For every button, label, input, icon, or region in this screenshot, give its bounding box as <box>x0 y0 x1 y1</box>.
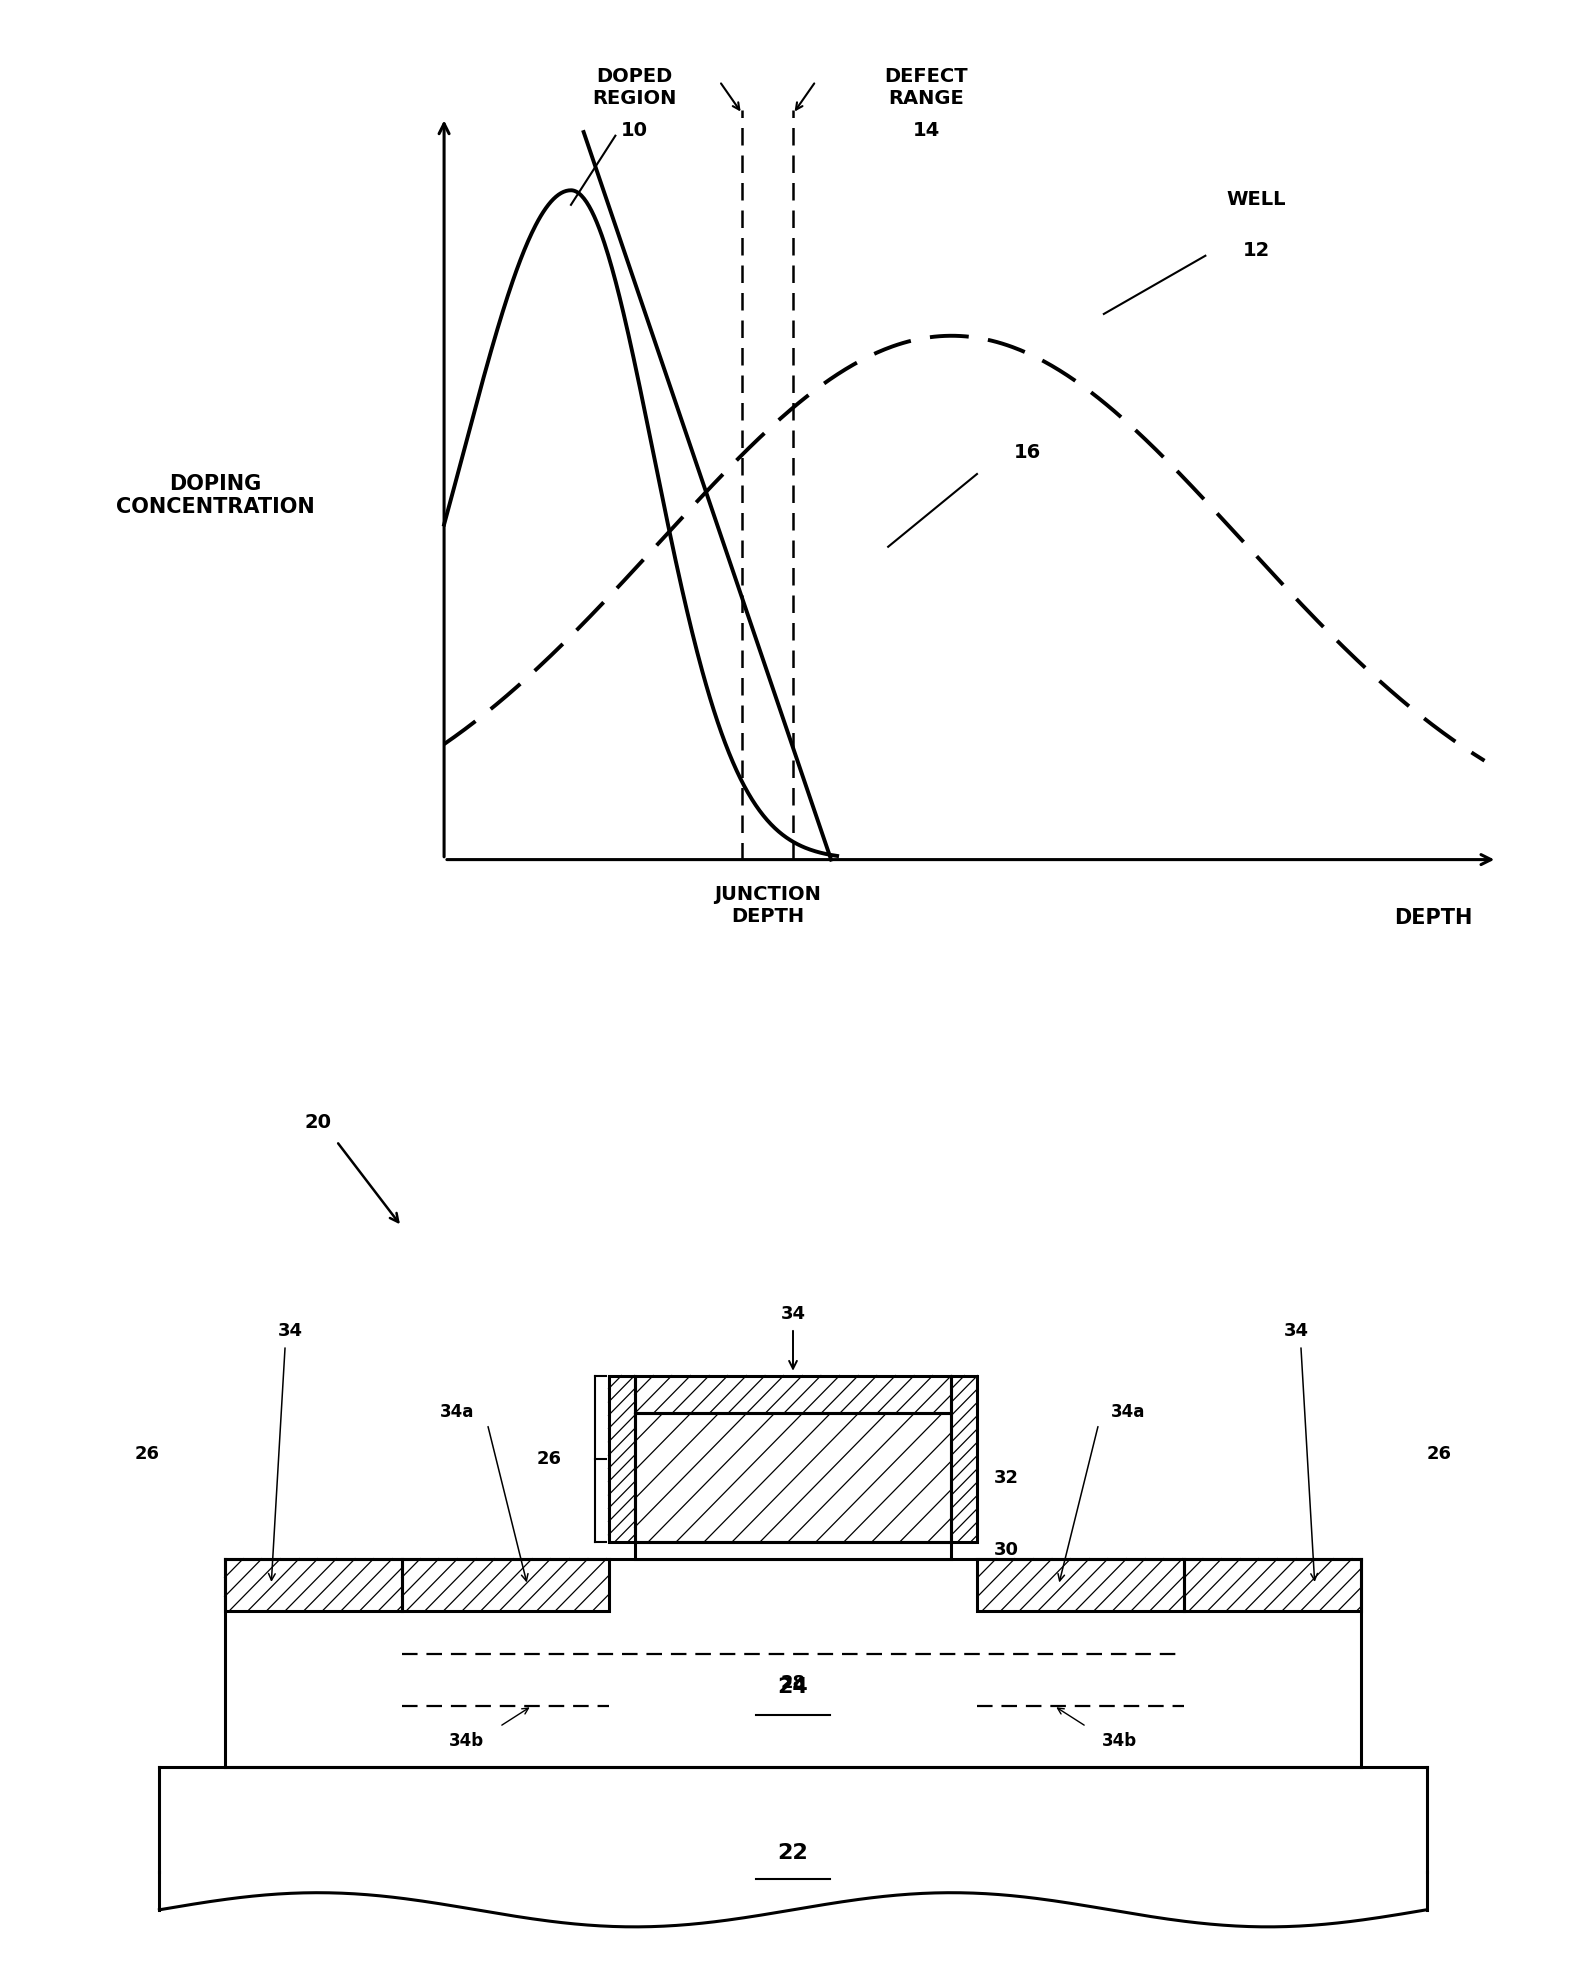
Text: 30: 30 <box>993 1542 1018 1560</box>
Text: 14: 14 <box>912 121 940 140</box>
Bar <box>1185 1558 1361 1611</box>
Text: 12: 12 <box>1242 241 1270 261</box>
Text: 32: 32 <box>993 1469 1018 1487</box>
Text: 26: 26 <box>1427 1445 1451 1463</box>
Text: DOPED
REGION: DOPED REGION <box>592 67 677 107</box>
Text: 34b: 34b <box>1102 1732 1137 1750</box>
Text: 26: 26 <box>135 1445 159 1463</box>
Text: 34: 34 <box>278 1323 303 1340</box>
Bar <box>977 1558 1185 1611</box>
Text: JUNCTION
DEPTH: JUNCTION DEPTH <box>714 886 822 925</box>
Text: 16: 16 <box>1013 443 1042 463</box>
Text: 34b: 34b <box>449 1732 484 1750</box>
Text: 24: 24 <box>777 1676 809 1696</box>
Text: 34: 34 <box>780 1305 806 1323</box>
Text: 28: 28 <box>780 1675 806 1692</box>
Text: WELL: WELL <box>1226 190 1286 210</box>
Text: 34: 34 <box>1283 1323 1308 1340</box>
Bar <box>634 1376 952 1414</box>
Text: 34a: 34a <box>441 1402 474 1421</box>
Text: DEPTH: DEPTH <box>1394 907 1473 927</box>
Text: DEFECT
RANGE: DEFECT RANGE <box>885 67 967 107</box>
Bar <box>401 1558 609 1611</box>
Bar <box>634 1414 952 1542</box>
Text: 22: 22 <box>777 1843 809 1862</box>
Text: 34a: 34a <box>1112 1402 1145 1421</box>
Bar <box>225 1558 401 1611</box>
Text: 20: 20 <box>305 1113 331 1131</box>
Bar <box>952 1376 977 1542</box>
Text: DOPING
CONCENTRATION: DOPING CONCENTRATION <box>116 474 316 518</box>
Bar <box>609 1376 634 1542</box>
Bar <box>634 1542 952 1558</box>
Text: 26: 26 <box>538 1449 561 1467</box>
Text: 10: 10 <box>620 121 649 140</box>
